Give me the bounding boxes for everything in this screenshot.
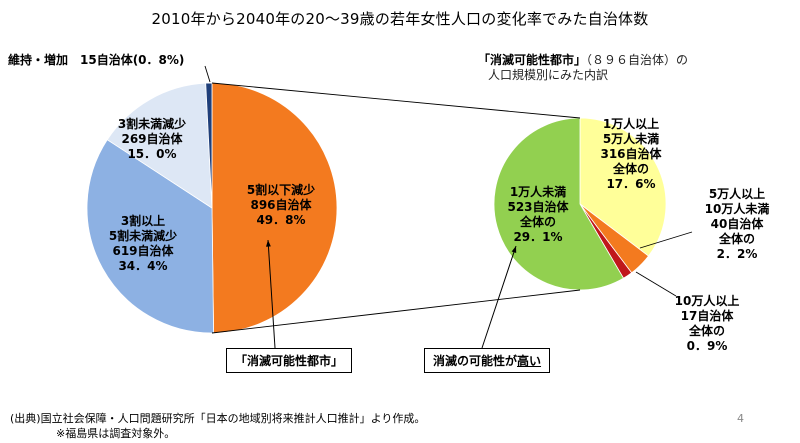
- left-pie-chart: [86, 82, 338, 334]
- slice-label-under10k: 1万人未満 523自治体 全体の 29．1%: [507, 185, 569, 244]
- slice-label-10k-50k: 1万人以上 5万人未満 316自治体 全体の 17．6%: [600, 117, 662, 191]
- right-pie-chart: [493, 117, 667, 291]
- high-possibility-box-label: 消滅の可能性が高い: [424, 348, 551, 373]
- slice-label-under30-decrease: 3割未満減少 269自治体 15．0%: [117, 117, 187, 161]
- connector-lines: [204, 65, 693, 349]
- chart-title: 2010年から2040年の20～39歳の若年女性人口の変化率でみた自治体数: [151, 10, 649, 28]
- pie-slice-under10k: [493, 117, 625, 291]
- source-footnote: (出典)国立社会保障・人口問題研究所「日本の地域別将来推計人口推計」より作成。: [10, 412, 426, 425]
- pie-slice-over50-decrease: [211, 82, 338, 334]
- slice-label-over100k: 10万人以上 17自治体 全体の 0．9%: [674, 294, 740, 353]
- slice-label-50k-100k: 5万人以上 10万人未満 40自治体 全体の 2．2%: [704, 187, 770, 261]
- pie-slice-30to50-decrease: [86, 139, 214, 334]
- right-chart-header: 「消滅可能性都市」（８９６自治体）の: [478, 53, 689, 67]
- arrow-high-possibility: [481, 245, 517, 349]
- right-chart-subheader: 人口規模別にみた内訳: [488, 68, 609, 82]
- slice-label-over50-decrease: 5割以下減少 896自治体 49．8%: [246, 183, 316, 227]
- page-number: 4: [737, 412, 744, 425]
- pie-slice-10k-50k: [579, 117, 667, 257]
- pie-slice-maintain-increase: [205, 82, 213, 209]
- arrow-shometsu-city-head: [266, 240, 271, 247]
- fukushima-footnote: ※福島県は調査対象外。: [56, 427, 176, 440]
- arrow-shometsu-city: [267, 239, 276, 349]
- shometsu-city-box-label: 「消滅可能性都市」: [226, 348, 353, 373]
- leader-maintain: [204, 65, 211, 83]
- maintain-increase-label: 維持・増加 15自治体(0．8%): [8, 53, 185, 67]
- pie-slice-under30-decrease: [106, 82, 213, 209]
- zoom-line-top: [211, 82, 581, 119]
- leader-over100k: [635, 271, 677, 297]
- arrow-high-possibility-head: [511, 246, 517, 253]
- leader-50k-100k: [639, 231, 693, 249]
- slice-label-30to50-decrease: 3割以上 5割未満減少 619自治体 34．4%: [108, 214, 178, 273]
